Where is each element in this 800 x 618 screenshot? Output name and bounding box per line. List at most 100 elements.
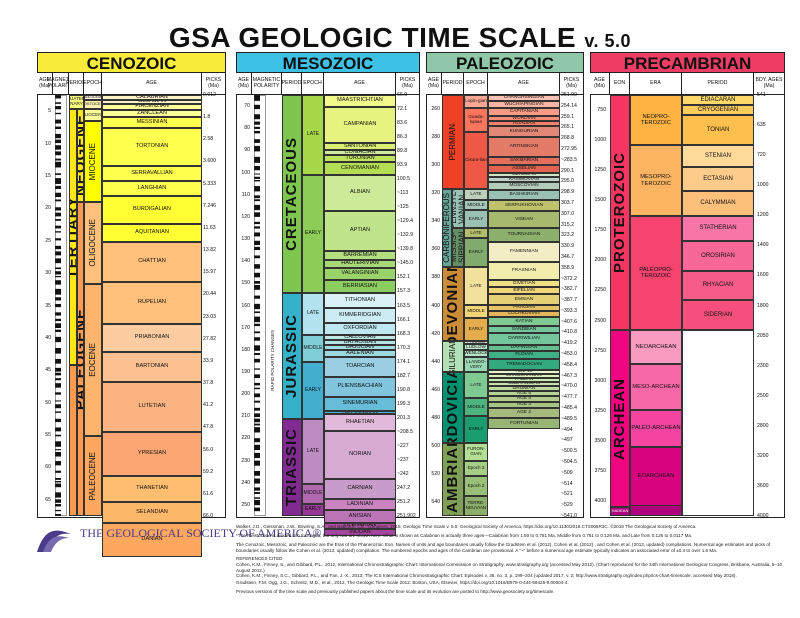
mz-tick-0: 70	[244, 103, 250, 110]
pz-epoch-1: Guada-lupian	[464, 108, 488, 132]
cz-tertiary: TERTIARY	[69, 109, 77, 365]
mz-age-24: NORIAN	[324, 431, 396, 479]
mz-epoch-6: MIDDLE	[302, 484, 324, 504]
chart-title: GSA GEOLOGIC TIME SCALE v. 5.0	[168, 22, 632, 53]
cz-magnetic-bar-band	[55, 358, 61, 364]
mz-pick-21: 190.8	[397, 386, 410, 393]
mz-tick-17: 240	[241, 479, 250, 486]
pz-tick-8: 420	[431, 330, 440, 337]
mz-pick-6: 100.5	[397, 176, 410, 183]
cz-tick-11: 60	[45, 464, 51, 471]
mz-hdr-age2: AGE	[324, 73, 396, 95]
pz-epoch-0: Lopin-gian	[464, 95, 488, 108]
pz-pick-15: 346.7	[561, 253, 574, 260]
mz-pick-17: 168.3	[397, 330, 410, 337]
cz-magnetic-bar-band	[55, 477, 61, 480]
pz-pick-33: ~500.5	[561, 448, 578, 455]
cz-magnetic-bar-band	[55, 329, 61, 333]
pc-period-3: STENIAN	[682, 145, 754, 167]
pc-tick-7: 2500	[594, 317, 606, 324]
pz-epoch-6: LATE	[464, 228, 488, 238]
mz-pick-1: 72.1	[397, 106, 408, 113]
pz-age-19: EIFELIAN	[488, 287, 560, 294]
cz-magnetic-bar-band	[55, 461, 61, 466]
pz-tick-5: 360	[431, 246, 440, 253]
cz-age-15: YPRESIAN	[102, 432, 202, 476]
pz-age-36: AGE 3	[488, 402, 560, 408]
cz-magnetic-bar-band	[55, 404, 61, 409]
mz-magnetic-bar-band	[254, 156, 260, 163]
cz-magnetic-bar-band	[55, 275, 61, 278]
cz-tick-0: 5	[48, 108, 51, 115]
pz-pick-36: ~514	[561, 480, 573, 487]
cz-pick-1: 1.8	[203, 114, 211, 121]
pc-era-3: NEOARCHEAN	[630, 330, 682, 364]
cz-magnetic-bar-band	[55, 449, 61, 451]
cz-magnetic-bar-band	[55, 392, 61, 395]
cz-tick-3: 20	[45, 205, 51, 212]
mz-tick-11: 180	[241, 346, 250, 353]
pz-tick-1: 280	[431, 134, 440, 141]
mz-age-18: AALENIAN	[324, 350, 396, 357]
pz-pick-16: 358.9	[561, 264, 574, 271]
mz-magnetic-bar-band	[254, 232, 260, 237]
pz-epoch-12: LUDLOW	[464, 344, 488, 350]
mz-age-28: OLENEKIAN	[324, 523, 396, 529]
mz-age-23: RHAETIAN	[324, 414, 396, 431]
pz-age-3: WORDIAN	[488, 116, 560, 121]
mz-tick-10: 170	[241, 324, 250, 331]
cz-magnetic-bar-band	[55, 427, 61, 432]
cz-hdr-period: PERIOD	[66, 73, 86, 95]
mz-pick-26: ~237	[397, 456, 409, 463]
cz-hdr-epoch: EPOCH	[83, 73, 102, 95]
pz-age-8: ASSELIAN	[488, 165, 560, 173]
mz-age-3: CONIACIAN	[324, 150, 396, 155]
cz-magnetic-bar-band	[55, 280, 61, 285]
cz-age-8: BURDIGALIAN	[102, 196, 202, 224]
pz-age-38: FORTUNIAN	[488, 418, 560, 429]
pz-age-11: MOSCOVIAN	[488, 182, 560, 190]
pz-tick-4: 340	[431, 218, 440, 225]
footer-prev: Previous versions of the time scale and …	[236, 589, 555, 594]
cz-pick-15: 47.8	[203, 424, 214, 431]
cz-magnetic-bar-band	[55, 492, 61, 498]
cz-magnetic-bar-band	[55, 199, 61, 202]
pz-pick-0: 251.90	[561, 92, 577, 98]
pz-age-27: FLOIAN	[488, 351, 560, 359]
mz-age-4: TURONIAN	[324, 155, 396, 162]
pc-era-hadean	[630, 505, 682, 516]
pz-epoch-3: LATE	[464, 189, 488, 200]
pc-hdr-period: PERIOD	[682, 73, 754, 95]
cz-magnetic-bar-band	[55, 303, 61, 308]
cz-pick-9: 20.44	[203, 291, 216, 298]
cz-age-3: ZANCLEAN	[102, 110, 202, 117]
pc-period-6: STATHERIAN	[682, 216, 754, 241]
mz-magnetic-bar-band	[254, 413, 260, 418]
cz-magnetic-bar-band	[55, 158, 61, 161]
cz-magnetic-bar-band	[55, 161, 61, 168]
pz-age-37: AGE 2	[488, 408, 560, 418]
cz-magnetic-bar	[55, 95, 67, 516]
pz-hdr-age2: AGE	[488, 73, 560, 95]
cz-tick-12: 65	[45, 496, 51, 503]
cz-magnetic-bar-band	[55, 336, 61, 343]
pz-tick-13: 520	[431, 470, 440, 477]
footer-note1: *The Pleistocene is divided into four ag…	[236, 533, 693, 538]
pz-pick-35: ~509	[561, 469, 573, 476]
pz-age-26: DAPINGIAN	[488, 345, 560, 351]
pz-age-4: ROADIAN	[488, 121, 560, 126]
mz-magnetic-bar-band	[254, 165, 260, 171]
mz-pick-25: ~227	[397, 442, 409, 449]
cz-magnetic-bar-band	[55, 173, 61, 175]
pc-tick-13: 4000	[594, 497, 606, 504]
pz-age-21: PRAGIAN	[488, 305, 560, 311]
pc-period-0: EDIACARAN	[682, 95, 754, 105]
mz-magnetic-bar-band	[254, 393, 260, 398]
mz-pick-0: 66.0	[397, 92, 408, 98]
pz-period-silurian: SILURIAN	[442, 341, 464, 372]
pz-period-cambrian: CAMBRIAN	[442, 443, 464, 516]
mz-pick-16: 166.1	[397, 316, 410, 323]
cz-age-1: GELASIAN	[102, 100, 202, 104]
pc-tick-5: 2000	[594, 257, 606, 264]
pz-epoch-17: EARLY	[464, 416, 488, 443]
